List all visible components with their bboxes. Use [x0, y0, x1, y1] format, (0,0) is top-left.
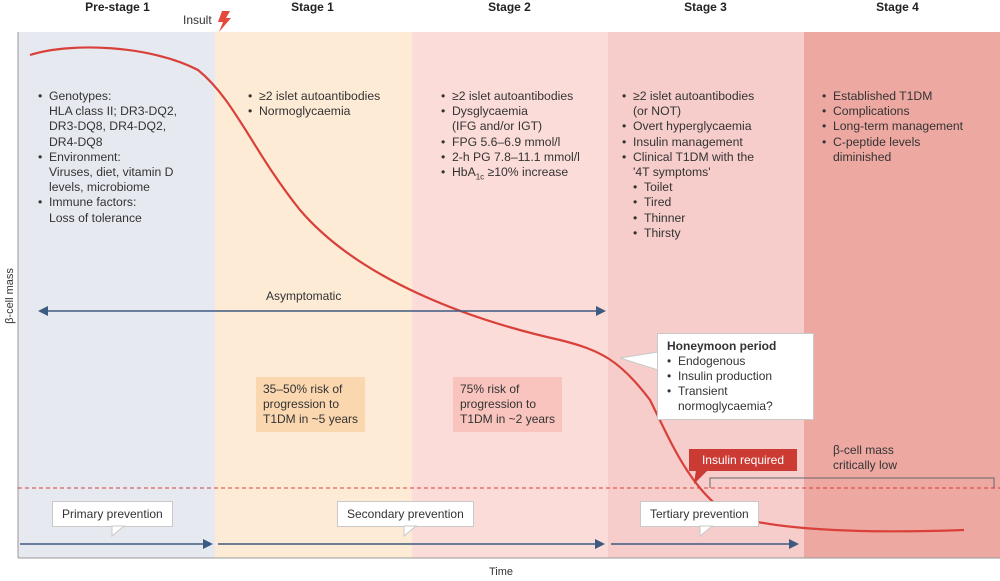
symptom-item: Toilet	[622, 180, 802, 195]
list-item: Insulin production	[667, 369, 804, 384]
stage-header-stage2: Stage 2	[488, 0, 531, 14]
list-item: Normoglycaemia	[248, 104, 413, 119]
list-item-cont: (or NOT)	[633, 104, 682, 119]
primary-prevention-box: Primary prevention	[52, 501, 173, 527]
stage-bg-stage1	[215, 32, 412, 558]
list-item-cont: HLA class II; DR3-DQ2,	[49, 104, 178, 119]
x-axis-label: Time	[489, 566, 514, 578]
list-item-hba1c: HbA1c ≥10% increase	[441, 165, 606, 185]
list-item: Environment:	[38, 150, 213, 165]
y-axis-label: β-cell mass	[4, 268, 16, 324]
secondary-prevention-arrow-head	[595, 539, 605, 549]
list-item-cont: '4T symptoms'	[633, 165, 711, 180]
list-item-cont: levels, microbiome	[49, 180, 150, 195]
list-item: ≥2 islet autoantibodies	[248, 89, 413, 104]
honeymoon-callout: Honeymoon period Endogenous Insulin prod…	[657, 333, 814, 420]
stage-header-stage1: Stage 1	[291, 0, 334, 14]
list-item: Clinical T1DM with the	[622, 150, 802, 165]
insult-label: Insult	[183, 13, 212, 27]
stage-bg-stage2	[412, 32, 608, 558]
list-item: Insulin management	[622, 135, 802, 150]
list-item: Endogenous	[667, 354, 804, 369]
risk-line: progression to	[263, 397, 340, 411]
asymptomatic-label: Asymptomatic	[266, 289, 342, 303]
primary-prevention-arrow-head	[203, 539, 213, 549]
risk-box-stage1: 35–50% risk of progression to T1DM in ~5…	[256, 377, 366, 432]
tertiary-prevention-box: Tertiary prevention	[640, 501, 759, 527]
stage1-list: ≥2 islet autoantibodies Normoglycaemia	[248, 89, 413, 120]
stage4-list: Established T1DM Complications Long-term…	[822, 89, 997, 165]
risk-box-stage2: 75% risk of progression to T1DM in ~2 ye…	[453, 377, 563, 432]
list-item: Overt hyperglycaemia	[622, 119, 802, 134]
list-item: 2-h PG 7.8–11.1 mmol/l	[441, 150, 606, 165]
secondary-prevention-box: Secondary prevention	[337, 501, 474, 527]
stage3-list: ≥2 islet autoantibodies (or NOT) Overt h…	[622, 89, 802, 241]
list-item-cont: (IFG and/or IGT)	[452, 119, 543, 134]
list-item-cont: diminished	[833, 149, 892, 164]
hba-increase: ≥10% increase	[484, 165, 569, 180]
list-item: Complications	[822, 104, 997, 119]
tertiary-prevention-arrow-head	[789, 539, 799, 549]
honeymoon-list: Endogenous Insulin production Transient …	[667, 354, 804, 414]
risk-line: 35–50% risk of	[263, 382, 343, 396]
stage-header-stage4: Stage 4	[876, 0, 919, 14]
asymptomatic-arrow-right-head	[596, 306, 606, 316]
list-item: FPG 5.6–6.9 mmol/l	[441, 135, 606, 150]
list-item: ≥2 islet autoantibodies	[441, 89, 606, 104]
stage-header-stage3: Stage 3	[684, 0, 727, 14]
list-item: Transient	[667, 384, 804, 399]
critical-bracket	[709, 477, 995, 488]
prestage1-list: Genotypes: HLA class II; DR3-DQ2, DR3-DQ…	[38, 89, 213, 226]
list-item-cont: normoglycaemia?	[678, 399, 773, 413]
hba-subscript: 1c	[475, 172, 485, 182]
risk-line: 75% risk of	[460, 382, 520, 396]
list-item: Established T1DM	[822, 89, 997, 104]
stage2-list: ≥2 islet autoantibodies Dysglycaemia (IF…	[441, 89, 606, 185]
asymptomatic-arrow-left-head	[38, 306, 48, 316]
symptom-item: Tired	[622, 195, 802, 210]
list-item: C-peptide levels	[822, 135, 997, 150]
honeymoon-pointer	[619, 351, 659, 371]
stage-header-prestage1: Pre-stage 1	[85, 0, 150, 14]
hba-text: HbA	[452, 165, 476, 180]
critical-label: β-cell mass critically low	[833, 443, 897, 473]
stage-bg-prestage1	[18, 32, 215, 558]
list-item: Genotypes:	[38, 89, 213, 104]
risk-line: T1DM in ~5 years	[263, 412, 359, 426]
list-item: Dysglycaemia	[441, 104, 606, 119]
list-item-cont: Viruses, diet, vitamin D	[49, 165, 174, 180]
list-item-cont: DR4-DQ8	[49, 134, 103, 149]
list-item-cont: Loss of tolerance	[49, 210, 142, 225]
honeymoon-title: Honeymoon period	[667, 339, 777, 353]
symptom-item: Thirsty	[622, 226, 802, 241]
insult-bolt-icon	[218, 11, 231, 32]
insulin-required-pointer	[694, 470, 708, 484]
list-item-cont: DR3-DQ8, DR4-DQ2,	[49, 119, 167, 134]
list-item: ≥2 islet autoantibodies	[622, 89, 802, 104]
insulin-required-badge: Insulin required	[689, 449, 797, 471]
risk-line: progression to	[460, 397, 537, 411]
risk-line: T1DM in ~2 years	[460, 412, 556, 426]
list-item: Long-term management	[822, 119, 997, 134]
critical-line: critically low	[833, 458, 898, 472]
critical-line: β-cell mass	[833, 443, 894, 457]
symptom-item: Thinner	[622, 211, 802, 226]
list-item: Immune factors:	[38, 195, 213, 210]
